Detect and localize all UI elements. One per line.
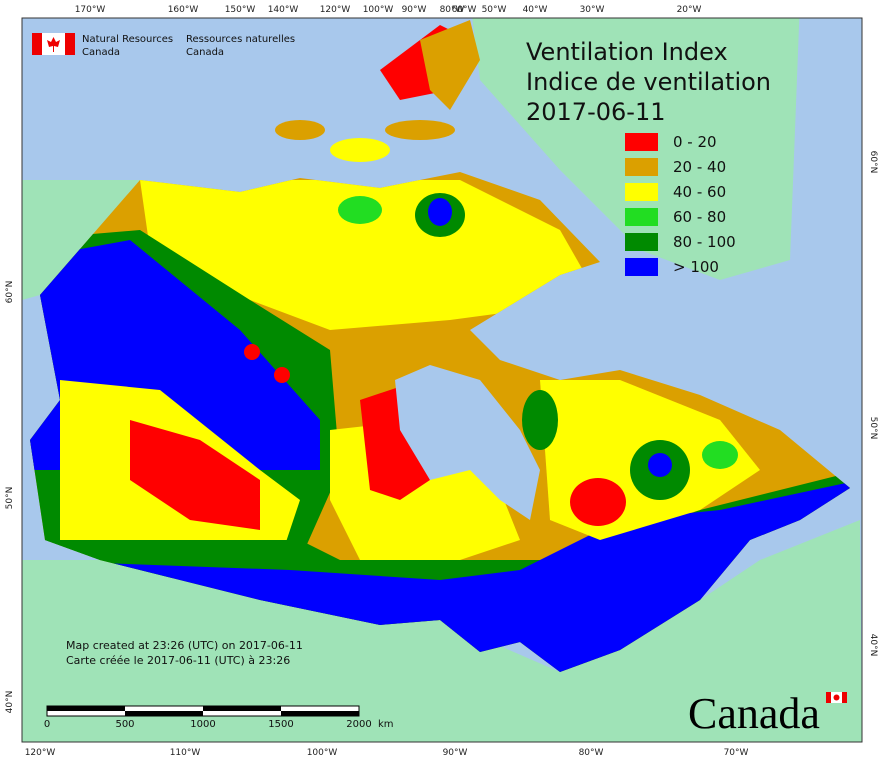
flag-bar [826,692,831,703]
org-name: Canada [186,47,224,58]
scale-segment [203,706,281,711]
footer-note: Map created at 23:26 (UTC) on 2017-06-11 [66,639,303,652]
scale-bar: 0 500 1000 1500 2000 km [44,705,394,730]
latitude-label: 50°N [868,417,878,440]
united-states [22,520,862,742]
longitude-label: 60°W [452,5,477,15]
legend-label: 80 - 100 [673,233,736,251]
scale-label: 1000 [190,719,215,730]
legend-swatch [625,208,658,226]
latitude-label: 50°N [5,487,15,510]
legend: 0 - 20 20 - 40 40 - 60 60 - 80 80 - 100 > 100 [625,133,736,276]
longitude-label: 160°W [168,5,199,15]
scale-segment [281,711,359,716]
longitude-label: 90°W [402,5,427,15]
latitude-label: 60°N [5,281,15,304]
map-area [22,18,862,742]
arctic-islands [235,20,480,237]
footer-note: Carte créée le 2017-06-11 (UTC) à 23:26 [66,654,290,667]
legend-label: 0 - 20 [673,133,717,151]
title: Ventilation Index [526,38,728,66]
legend-label: 20 - 40 [673,158,726,176]
index-region [648,453,672,477]
index-region [274,367,290,383]
scale-segment [125,711,203,716]
legend-swatch [625,158,658,176]
longitude-label: 50°W [482,5,507,15]
index-region [385,120,455,140]
scale-segment [47,706,125,711]
latitude-label: 40°N [868,634,878,657]
index-region [428,198,452,226]
longitude-label: 150°W [225,5,256,15]
longitude-label: 80°W [579,748,604,758]
longitude-label: 120°W [25,748,56,758]
flag-bar [65,33,75,55]
canada-wordmark: Canada [688,689,820,738]
wordmark-flag [826,692,847,703]
legend-swatch [625,133,658,151]
index-region [338,196,382,224]
flag-bar [842,692,847,703]
longitude-label: 170°W [75,5,106,15]
alaska [22,180,140,300]
index-region [235,197,305,233]
longitude-label: 120°W [320,5,351,15]
index-region [522,390,558,450]
longitude-label: 20°W [677,5,702,15]
maple-leaf [47,37,60,52]
org-name: Natural Resources [82,34,173,45]
longitude-label: 140°W [268,5,299,15]
index-region [244,344,260,360]
nrcan-logo: Natural Resources Canada Ressources natu… [32,33,295,58]
flag-bar [32,33,42,55]
longitude-label: 70°W [724,748,749,758]
index-region [570,478,626,526]
longitude-label: 90°W [443,748,468,758]
index-region [702,441,738,469]
index-region [275,120,325,140]
longitude-label: 40°W [523,5,548,15]
scale-label: 1500 [268,719,293,730]
longitude-label: 100°W [363,5,394,15]
scale-unit: km [378,719,394,730]
scale-label: 500 [115,719,134,730]
longitude-label: 110°W [170,748,201,758]
legend-swatch [625,183,658,201]
index-region [330,138,390,162]
longitude-label: 30°W [580,5,605,15]
legend-label: > 100 [673,258,719,276]
index-region [130,420,260,530]
date: 2017-06-11 [526,98,665,126]
scale-label: 0 [44,719,50,730]
map-frame [21,17,863,743]
org-name: Canada [82,47,120,58]
latitude-label: 40°N [5,691,15,714]
legend-swatch [625,258,658,276]
latitude-label: 60°N [868,151,878,174]
scale-label: 2000 [346,719,371,730]
longitude-label: 80°W [440,5,465,15]
legend-label: 40 - 60 [673,183,726,201]
legend-swatch [625,233,658,251]
legend-label: 60 - 80 [673,208,726,226]
title: Indice de ventilation [526,68,771,96]
graticule-labels: 170°W 160°W 150°W 140°W 120°W 100°W 90°W 80°W60… [5,5,878,758]
longitude-label: 100°W [307,748,338,758]
maple-leaf [833,694,840,701]
hudson-bay [395,365,540,520]
org-name: Ressources naturelles [186,34,295,45]
index-region [420,20,480,110]
